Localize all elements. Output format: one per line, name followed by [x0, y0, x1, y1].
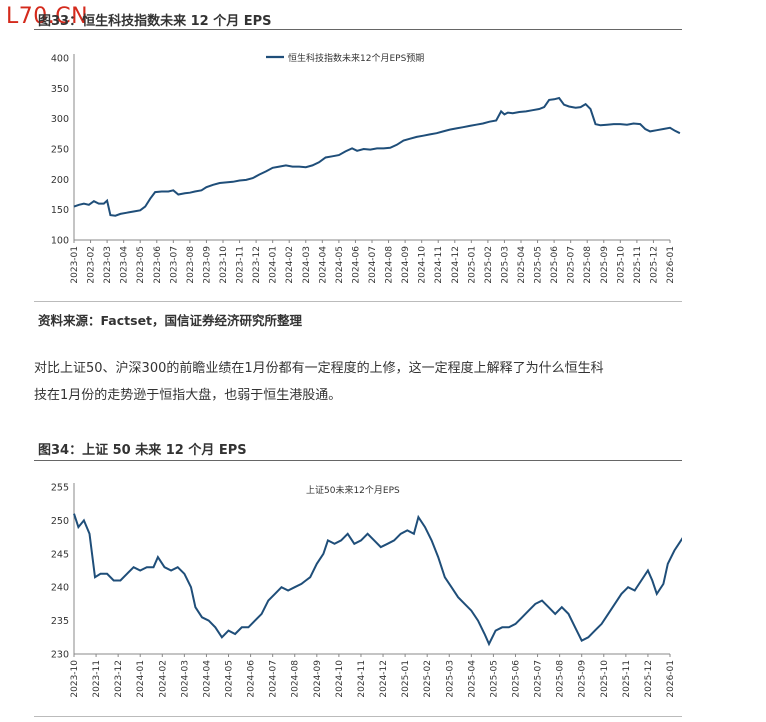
x-tick-label: 2023-05 [136, 246, 146, 284]
x-tick-label: 2025-07 [534, 660, 544, 698]
y-tick-label: 230 [51, 650, 69, 661]
chart-legend: 恒生科技指数未来12个月EPS预期 [266, 52, 424, 64]
x-tick-label: 2025-05 [489, 660, 499, 698]
figure33-source: 资料来源：Factset，国信证券经济研究所整理 [38, 313, 303, 328]
series-line [73, 513, 682, 647]
x-tick-label: 2025-02 [423, 660, 433, 698]
y-tick-label: 200 [51, 175, 69, 186]
y-tick-label: 235 [51, 616, 69, 627]
x-tick-label: 2023-01 [70, 246, 80, 284]
x-tick-label: 2025-04 [467, 660, 477, 698]
x-tick-label: 2023-04 [120, 246, 130, 284]
x-tick-label: 2024-08 [291, 660, 301, 698]
x-tick-label: 2024-09 [313, 660, 323, 698]
x-tick-label: 2025-01 [401, 660, 411, 698]
x-tick-label: 2024-07 [269, 660, 279, 698]
x-tick-label: 2025-05 [534, 246, 544, 284]
x-tick-label: 2024-04 [318, 246, 328, 284]
x-tick-label: 2024-12 [379, 660, 389, 698]
paragraph-line-1: 对比上证50、沪深300的前瞻业绩在1月份都有一定程度的上修，这一定程度上解释了… [34, 361, 604, 376]
x-tick-label: 2025-04 [517, 246, 527, 284]
figure34-title: 图34：上证 50 未来 12 个月 EPS [38, 443, 247, 458]
y-tick-label: 240 [51, 583, 69, 594]
watermark-logo: L70.CN [6, 4, 89, 29]
x-tick-label: 2024-10 [418, 246, 428, 284]
x-tick-label: 2023-03 [103, 246, 113, 284]
x-tick-label: 2025-10 [600, 660, 610, 698]
legend-label: 恒生科技指数未来12个月EPS预期 [288, 52, 424, 64]
x-tick-label: 2025-10 [616, 246, 626, 284]
series-line [73, 96, 681, 217]
x-tick-label: 2023-12 [252, 246, 262, 284]
x-tick-label: 2025-03 [445, 660, 455, 698]
x-tick-label: 2024-09 [401, 246, 411, 284]
figure34-top-rule [34, 460, 682, 461]
x-tick-label: 2023-09 [202, 246, 212, 284]
x-tick-label: 2024-10 [335, 660, 345, 698]
x-tick-label: 2023-11 [236, 246, 246, 284]
x-tick-label: 2026-01 [666, 660, 676, 698]
x-tick-label: 2025-09 [600, 246, 610, 284]
x-tick-label: 2024-11 [357, 660, 367, 698]
x-tick-label: 2023-02 [87, 246, 97, 284]
x-tick-label: 2024-12 [451, 246, 461, 284]
x-tick-label: 2025-01 [467, 246, 477, 284]
y-tick-label: 400 [51, 54, 69, 65]
y-tick-label: 300 [51, 114, 69, 125]
figure33-title: 图33：恒生科技指数未来 12 个月 EPS [38, 14, 272, 29]
x-tick-label: 2024-04 [202, 660, 212, 698]
y-tick-label: 350 [51, 84, 69, 95]
figure34-chart: 230 235 240 245 250 255 2023-10 2023-11 2023-12 2… [51, 483, 682, 698]
x-tick-label: 2023-12 [114, 660, 124, 698]
x-tick-label: 2025-08 [556, 660, 566, 698]
x-tick-label: 2023-10 [70, 660, 80, 698]
x-tick-label: 2024-03 [180, 660, 190, 698]
y-tick-label: 150 [51, 205, 69, 216]
x-tick-label: 2023-11 [92, 660, 102, 698]
x-tick-label: 2025-12 [649, 246, 659, 284]
chart-legend: 上证50未来12个月EPS [306, 484, 400, 496]
paragraph-line-2: 技在1月份的走势逊于恒指大盘，也弱于恒生港股通。 [34, 388, 342, 403]
x-tick-label: 2024-11 [434, 246, 444, 284]
y-tick-label: 250 [51, 516, 69, 527]
x-tick-label: 2023-07 [169, 246, 179, 284]
x-tick-label: 2023-06 [153, 246, 163, 284]
x-tick-label: 2023-08 [186, 246, 196, 284]
x-tick-label: 2024-05 [335, 246, 345, 284]
x-tick-label: 2025-07 [567, 246, 577, 284]
x-tick-label: 2024-02 [285, 246, 295, 284]
x-tick-label: 2025-11 [622, 660, 632, 698]
x-tick-label: 2024-05 [225, 660, 235, 698]
x-tick-label: 2024-06 [351, 246, 361, 284]
figure33-bottom-rule [34, 301, 682, 302]
legend-label: 上证50未来12个月EPS [306, 484, 400, 496]
y-tick-label: 245 [51, 549, 69, 560]
y-tick-label: 100 [51, 236, 69, 247]
x-tick-label: 2025-12 [644, 660, 654, 698]
y-tick-label: 250 [51, 145, 69, 156]
x-tick-label: 2024-08 [385, 246, 395, 284]
x-tick-label: 2025-11 [633, 246, 643, 284]
x-tick-label: 2025-06 [511, 660, 521, 698]
x-tick-label: 2024-01 [269, 246, 279, 284]
figure34-bottom-rule [34, 716, 682, 717]
body-paragraph: 对比上证50、沪深300的前瞻业绩在1月份都有一定程度的上修，这一定程度上解释了… [34, 355, 704, 409]
x-tick-label: 2024-01 [136, 660, 146, 698]
y-tick-label: 255 [51, 483, 69, 494]
x-tick-label: 2024-02 [158, 660, 168, 698]
figure33-chart: 100 150 200 250 300 350 400 2023-01 2023-02 2023-… [51, 52, 681, 284]
x-tick-label: 2023-10 [219, 246, 229, 284]
x-tick-label: 2024-06 [247, 660, 257, 698]
x-tick-label: 2025-09 [578, 660, 588, 698]
x-tick-label: 2025-06 [550, 246, 560, 284]
x-tick-label: 2024-03 [302, 246, 312, 284]
x-tick-label: 2025-03 [500, 246, 510, 284]
x-tick-label: 2025-02 [484, 246, 494, 284]
x-tick-label: 2025-08 [583, 246, 593, 284]
x-tick-label: 2026-01 [666, 246, 676, 284]
x-tick-label: 2024-07 [368, 246, 378, 284]
figure33-top-rule [34, 29, 682, 30]
